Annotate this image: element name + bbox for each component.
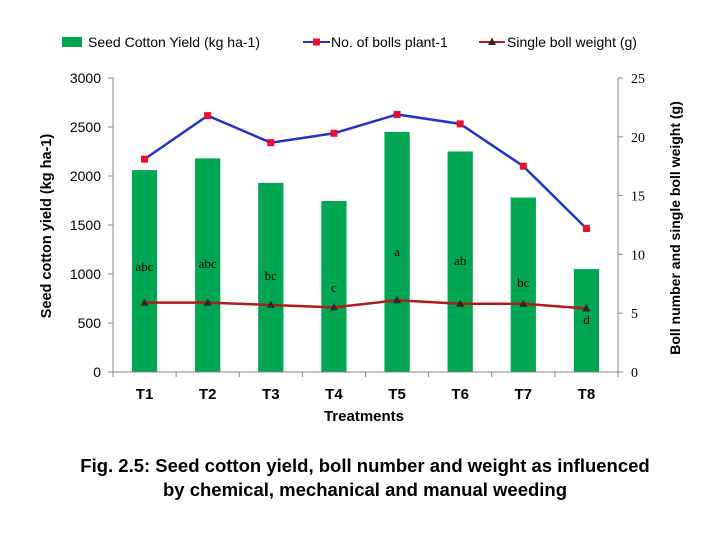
y2-tick-label: 15: [631, 190, 645, 205]
series-line-bolls: [143, 113, 588, 230]
x-tick-label-t4: T4: [325, 386, 343, 403]
legend-label-weight: Single boll weight (g): [507, 34, 637, 50]
y2-axis-title: Boll number and single boll weight (g): [667, 101, 683, 355]
bolls-marker-t3: [267, 139, 275, 147]
y2-tick-label: 10: [631, 248, 645, 263]
x-tick-label-t1: T1: [136, 386, 154, 403]
significance-label-t7: bc: [517, 275, 530, 290]
y2-tick-label: 0: [631, 366, 638, 381]
x-axis-title: Treatments: [324, 408, 404, 425]
bolls-marker-t6: [456, 120, 464, 128]
y-tick-label: 3000: [70, 70, 101, 86]
legend-marker-bolls: [313, 38, 320, 46]
legend-swatch-yield: [62, 37, 82, 47]
y2-tick-label: 5: [631, 307, 638, 322]
y-tick-label: 2500: [70, 119, 101, 135]
bolls-marker-t1: [141, 155, 149, 163]
bar-t6: [447, 151, 473, 372]
lines-layer: [140, 110, 591, 312]
weight-marker-t7: [519, 299, 528, 307]
legend-label-bolls: No. of bolls plant-1: [331, 34, 448, 50]
bars-layer: [131, 131, 600, 372]
bar-t5: [384, 131, 410, 372]
legend-label-yield: Seed Cotton Yield (kg ha-1): [88, 34, 260, 50]
x-tick-label-t2: T2: [199, 386, 217, 403]
x-tick-label-t5: T5: [388, 386, 406, 403]
y2-tick-label: 20: [631, 131, 645, 146]
bar-t7: [510, 197, 536, 372]
bolls-marker-t4: [330, 129, 338, 137]
y-tick-label: 1000: [70, 266, 101, 282]
significance-label-t1: abc: [136, 259, 154, 274]
y-axis-title: Seed cotton yield (kg ha-1): [39, 134, 55, 319]
weight-marker-t8: [582, 303, 591, 312]
x-tick-label-t3: T3: [262, 386, 280, 403]
significance-label-t4: c: [331, 280, 337, 295]
bolls-marker-t2: [204, 112, 212, 120]
y-tick-label: 2000: [70, 168, 101, 184]
legend-marker-weight: [488, 37, 496, 45]
weight-marker-t1: [140, 298, 149, 306]
y2-tick-label: 25: [631, 72, 645, 87]
labels-layer: abc abc bc c a ab bc d: [136, 244, 591, 327]
weight-marker-t3: [266, 300, 275, 308]
caption-line-2: by chemical, mechanical and manual weedi…: [162, 479, 568, 500]
axes-layer: 0 500 1000 1500 2000 2500 3000 0 5 10 15 20 25 T1 T2 T3…: [70, 70, 645, 403]
significance-label-t6: ab: [454, 253, 466, 268]
weight-marker-t2: [203, 298, 212, 306]
bar-t1: [131, 170, 158, 372]
caption-line-1: Fig. 2.5: Seed cotton yield, boll number…: [80, 455, 650, 476]
significance-label-t2: abc: [199, 256, 217, 271]
weight-marker-t6: [456, 299, 465, 307]
legend-entry-weight: Single boll weight (g): [479, 34, 637, 50]
figure-caption: Fig. 2.5: Seed cotton yield, boll number…: [20, 454, 710, 502]
x-tick-label-t7: T7: [515, 386, 533, 403]
bolls-marker-t7: [519, 162, 527, 170]
significance-label-t5: a: [394, 244, 400, 259]
bar-t8: [573, 269, 600, 372]
bar-t2: [195, 158, 221, 372]
bar-t3: [258, 182, 284, 372]
legend: Seed Cotton Yield (kg ha-1) No. of bolls…: [62, 34, 637, 50]
weight-marker-t4: [329, 302, 338, 311]
legend-entry-bolls: No. of bolls plant-1: [303, 34, 448, 50]
y-tick-label: 500: [78, 315, 102, 331]
y-tick-label: 1500: [70, 217, 101, 233]
significance-label-t8: d: [583, 312, 590, 327]
bolls-marker-t5: [393, 110, 401, 118]
x-tick-label-t6: T6: [451, 386, 469, 403]
bolls-marker-t8: [582, 225, 590, 233]
series-line-weight: [144, 299, 587, 310]
bar-t4: [321, 200, 347, 372]
significance-label-t3: bc: [265, 268, 278, 283]
legend-entry-yield: Seed Cotton Yield (kg ha-1): [62, 34, 260, 50]
y-tick-label: 0: [93, 364, 101, 380]
x-tick-label-t8: T8: [578, 386, 596, 403]
weight-marker-t5: [393, 295, 402, 304]
